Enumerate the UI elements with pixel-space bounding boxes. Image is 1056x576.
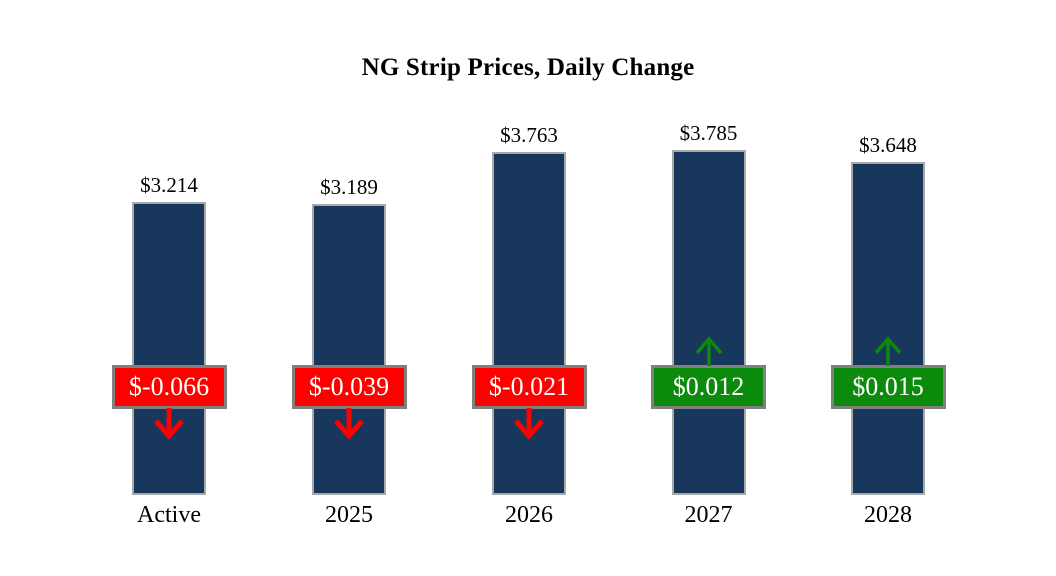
down-arrow-icon (514, 408, 544, 439)
chart-title: NG Strip Prices, Daily Change (361, 54, 695, 81)
category-label: Active (137, 502, 201, 528)
price-label: $3.763 (500, 122, 558, 147)
bar (312, 204, 386, 495)
bar (492, 151, 566, 495)
bar (851, 162, 925, 495)
price-label: $3.189 (320, 175, 378, 200)
category-label: 2026 (505, 502, 553, 528)
change-badge-positive: $0.012 (651, 365, 766, 409)
change-badge-negative: $-0.021 (471, 365, 587, 409)
bar (132, 201, 206, 495)
up-arrow-icon (695, 336, 722, 366)
category-label: 2025 (325, 502, 373, 528)
up-arrow-icon (874, 336, 902, 366)
change-badge-negative: $-0.039 (291, 365, 407, 409)
price-label: $3.214 (140, 172, 198, 197)
change-badge-negative: $-0.066 (111, 365, 227, 409)
category-label: 2027 (684, 502, 733, 528)
bar (671, 149, 746, 495)
price-label: $3.785 (679, 120, 738, 145)
down-arrow-icon (334, 408, 364, 439)
category-label: 2028 (864, 502, 912, 528)
down-arrow-icon (154, 408, 184, 439)
change-badge-positive: $0.015 (830, 365, 946, 409)
price-label: $3.648 (859, 133, 917, 158)
